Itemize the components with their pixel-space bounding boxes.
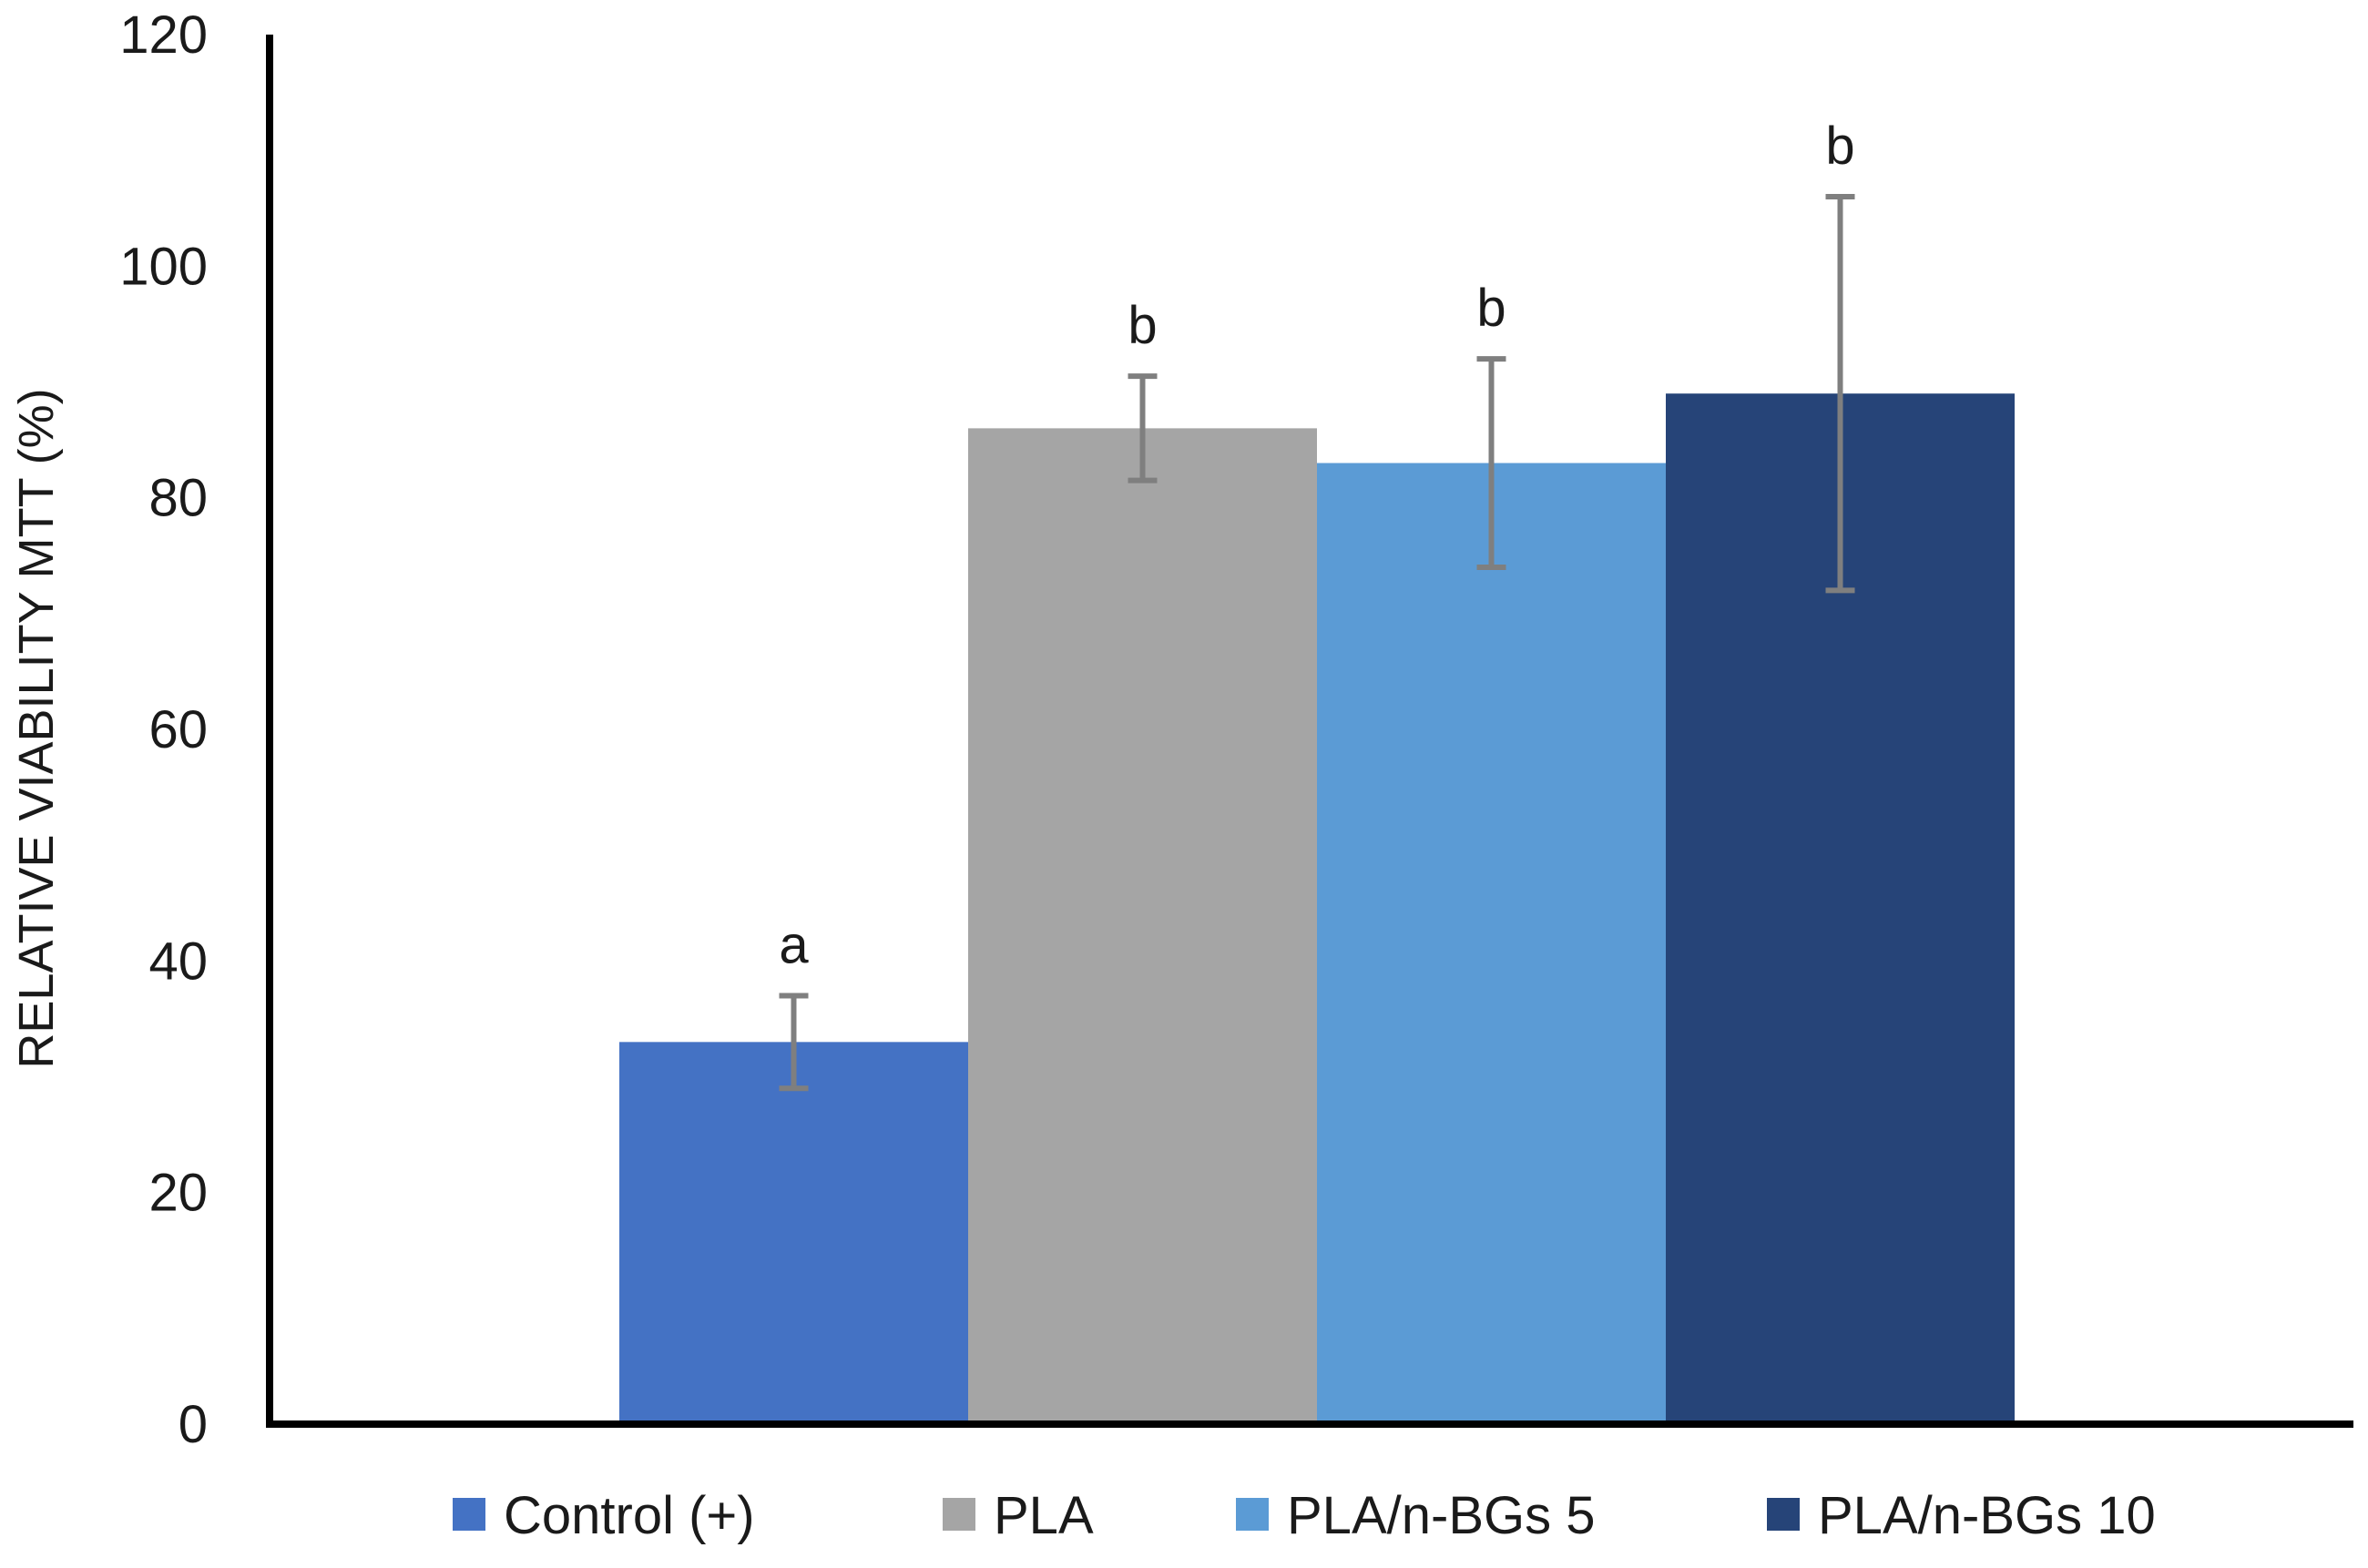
significance-label: a <box>779 915 809 974</box>
significance-label: b <box>1476 279 1506 338</box>
y-tick-label: 0 <box>179 1395 208 1454</box>
bar <box>619 1042 968 1424</box>
legend-swatch <box>453 1498 485 1531</box>
error-bars <box>779 194 1855 1092</box>
y-tick-label: 120 <box>119 5 208 65</box>
legend-item: Control (+) <box>453 1486 755 1545</box>
legend: Control (+) PLA PLA/n-BGs 5 PLA/n-BGs 10 <box>453 1486 2156 1545</box>
y-tick-label: 60 <box>148 700 208 759</box>
y-tick-labels: 0 20 40 60 80 100 120 <box>119 5 208 1454</box>
legend-swatch <box>1236 1498 1269 1531</box>
legend-label: Control (+) <box>504 1486 755 1545</box>
y-tick-label: 20 <box>148 1164 208 1223</box>
y-axis-title: RELATIVE VIABILITY MTT (%) <box>9 388 64 1068</box>
y-tick-label: 100 <box>119 237 208 296</box>
bars <box>619 393 2015 1425</box>
significance-labels: a b b b <box>779 117 1854 974</box>
significance-label: b <box>1825 117 1854 176</box>
significance-label: b <box>1128 296 1157 355</box>
legend-label: PLA <box>994 1486 1094 1545</box>
legend-item: PLA/n-BGs 10 <box>1767 1486 2156 1545</box>
legend-label: PLA/n-BGs 10 <box>1818 1486 2156 1545</box>
legend-swatch <box>943 1498 975 1531</box>
y-tick-label: 80 <box>148 469 208 528</box>
bar <box>968 428 1317 1424</box>
bar <box>1317 463 1666 1425</box>
y-tick-label: 40 <box>148 932 208 991</box>
legend-label: PLA/n-BGs 5 <box>1287 1486 1595 1545</box>
legend-item: PLA <box>943 1486 1094 1545</box>
legend-swatch <box>1767 1498 1800 1531</box>
legend-item: PLA/n-BGs 5 <box>1236 1486 1595 1545</box>
